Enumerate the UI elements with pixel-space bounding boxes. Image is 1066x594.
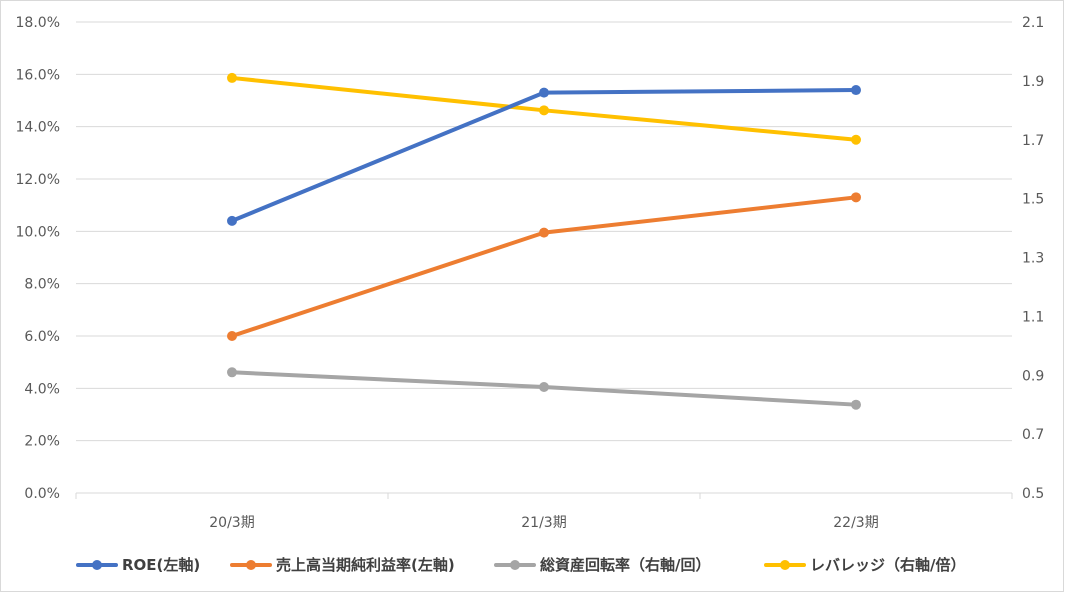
left-tick-label: 14.0% xyxy=(16,120,60,136)
left-axis-ticks: 0.0% 2.0% 4.0% 6.0% 8.0% 10.0% 12.0% 14.0% 16.0%… xyxy=(16,15,60,502)
legend-marker xyxy=(92,560,102,570)
data-point xyxy=(227,367,237,378)
legend-marker xyxy=(246,560,256,570)
data-point xyxy=(227,331,237,341)
data-point xyxy=(227,72,237,83)
right-tick-label: 1.1 xyxy=(1022,309,1044,325)
right-tick-label: 1.5 xyxy=(1022,192,1044,208)
legend: ROE(左軸) 売上高当期純利益率(左軸) 総資産回転率（右軸/回） レバレッジ（右軸… xyxy=(76,556,965,574)
data-point xyxy=(539,227,549,238)
x-tick-label: 20/3期 xyxy=(209,515,254,531)
left-tick-label: 10.0% xyxy=(16,224,60,240)
legend-marker xyxy=(780,560,790,570)
data-point xyxy=(539,105,549,116)
left-tick-label: 8.0% xyxy=(24,277,60,293)
series-line xyxy=(230,195,858,338)
right-tick-label: 1.7 xyxy=(1022,133,1044,149)
data-point xyxy=(227,215,237,226)
legend-label: ROE(左軸) xyxy=(122,556,200,574)
right-tick-label: 1.3 xyxy=(1022,251,1044,267)
legend-label: 総資産回転率（右軸/回） xyxy=(540,556,710,574)
data-point xyxy=(539,87,549,98)
right-tick-label: 0.7 xyxy=(1022,427,1044,443)
right-tick-label: 0.5 xyxy=(1022,486,1044,502)
legend-label: レバレッジ（右軸/倍） xyxy=(810,556,965,574)
left-tick-label: 4.0% xyxy=(24,381,60,397)
x-tick-label: 21/3期 xyxy=(521,515,566,531)
legend-label: 売上高当期純利益率(左軸) xyxy=(276,556,455,574)
data-point xyxy=(539,382,549,393)
data-point xyxy=(851,134,861,145)
left-tick-label: 12.0% xyxy=(16,172,60,188)
left-tick-label: 18.0% xyxy=(16,15,60,31)
data-point xyxy=(851,192,861,203)
x-axis: 20/3期 21/3期 22/3期 xyxy=(75,493,1013,531)
series-layer xyxy=(227,72,861,410)
data-point xyxy=(851,85,861,96)
left-tick-label: 0.0% xyxy=(24,486,60,502)
right-tick-label: 1.9 xyxy=(1022,74,1044,90)
right-tick-label: 0.9 xyxy=(1022,368,1044,384)
left-tick-label: 2.0% xyxy=(24,434,60,450)
right-tick-label: 2.1 xyxy=(1022,15,1044,31)
x-tick-label: 22/3期 xyxy=(833,515,878,531)
left-tick-label: 6.0% xyxy=(24,329,60,345)
right-axis-ticks: 0.5 0.7 0.9 1.1 1.3 1.5 1.7 1.9 2.1 xyxy=(1022,15,1044,502)
legend-marker xyxy=(510,560,520,570)
data-point xyxy=(851,399,861,410)
left-tick-label: 16.0% xyxy=(16,67,60,83)
